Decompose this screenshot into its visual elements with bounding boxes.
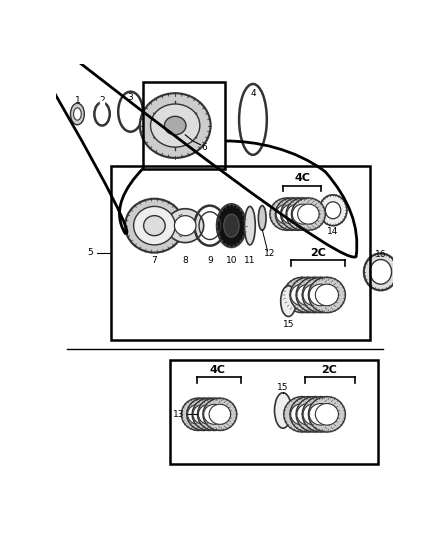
Ellipse shape	[167, 209, 204, 243]
Ellipse shape	[290, 277, 327, 313]
Ellipse shape	[296, 277, 333, 313]
Ellipse shape	[203, 398, 237, 431]
Ellipse shape	[134, 206, 175, 245]
Ellipse shape	[187, 398, 221, 431]
Text: 8: 8	[182, 256, 188, 265]
Text: 11: 11	[244, 256, 256, 265]
Ellipse shape	[258, 206, 266, 230]
Ellipse shape	[270, 198, 304, 230]
Ellipse shape	[198, 398, 231, 431]
Ellipse shape	[164, 116, 186, 135]
Ellipse shape	[276, 198, 309, 230]
Ellipse shape	[275, 393, 291, 428]
Ellipse shape	[290, 397, 327, 432]
Ellipse shape	[192, 398, 226, 431]
Bar	[143, 82, 225, 168]
Ellipse shape	[370, 260, 392, 284]
Ellipse shape	[181, 398, 215, 431]
Ellipse shape	[284, 397, 321, 432]
Ellipse shape	[298, 204, 319, 224]
Ellipse shape	[308, 397, 346, 432]
Ellipse shape	[71, 103, 85, 125]
Text: 10: 10	[226, 256, 237, 265]
Ellipse shape	[281, 286, 296, 317]
Ellipse shape	[209, 405, 231, 424]
Ellipse shape	[187, 405, 209, 424]
Bar	[170, 360, 378, 464]
Text: 4C: 4C	[294, 173, 310, 183]
Text: 9: 9	[207, 256, 213, 265]
Ellipse shape	[193, 405, 215, 424]
Ellipse shape	[217, 204, 246, 247]
Text: 14: 14	[327, 227, 339, 236]
Ellipse shape	[204, 405, 225, 424]
Text: 2C: 2C	[321, 365, 337, 375]
Ellipse shape	[303, 403, 326, 425]
Ellipse shape	[224, 214, 239, 237]
Ellipse shape	[281, 198, 314, 230]
Ellipse shape	[74, 108, 81, 120]
Text: 13: 13	[173, 410, 185, 419]
Ellipse shape	[309, 403, 332, 425]
Text: 7: 7	[152, 256, 157, 265]
Ellipse shape	[319, 195, 347, 225]
Text: 6: 6	[201, 143, 207, 151]
Ellipse shape	[140, 93, 211, 158]
Ellipse shape	[291, 403, 314, 425]
Ellipse shape	[174, 216, 196, 236]
Ellipse shape	[303, 284, 326, 306]
Ellipse shape	[125, 199, 184, 253]
Ellipse shape	[325, 202, 341, 219]
Text: 12: 12	[264, 249, 276, 258]
Text: 4C: 4C	[209, 365, 226, 375]
Ellipse shape	[308, 277, 346, 313]
Ellipse shape	[286, 198, 320, 230]
Ellipse shape	[296, 397, 333, 432]
Ellipse shape	[198, 405, 220, 424]
Ellipse shape	[284, 277, 321, 313]
Ellipse shape	[364, 253, 398, 290]
Ellipse shape	[144, 216, 165, 236]
Ellipse shape	[297, 284, 320, 306]
Ellipse shape	[291, 198, 325, 230]
Ellipse shape	[315, 284, 339, 306]
Ellipse shape	[291, 284, 314, 306]
Text: 1: 1	[74, 95, 80, 104]
Text: 16: 16	[375, 251, 386, 260]
Text: 15: 15	[283, 320, 294, 329]
Text: 3: 3	[127, 93, 134, 102]
Ellipse shape	[282, 204, 303, 224]
Ellipse shape	[292, 204, 314, 224]
Ellipse shape	[297, 403, 320, 425]
Ellipse shape	[315, 403, 339, 425]
Text: 4: 4	[250, 88, 256, 98]
Ellipse shape	[309, 284, 332, 306]
Bar	[111, 166, 370, 340]
Text: 2: 2	[99, 95, 105, 104]
Ellipse shape	[302, 277, 339, 313]
Text: 5: 5	[88, 248, 93, 257]
Ellipse shape	[151, 104, 200, 147]
Ellipse shape	[287, 204, 308, 224]
Ellipse shape	[244, 206, 255, 245]
Ellipse shape	[302, 397, 339, 432]
Text: 15: 15	[277, 383, 289, 392]
Ellipse shape	[276, 204, 298, 224]
Text: 2C: 2C	[310, 248, 325, 257]
